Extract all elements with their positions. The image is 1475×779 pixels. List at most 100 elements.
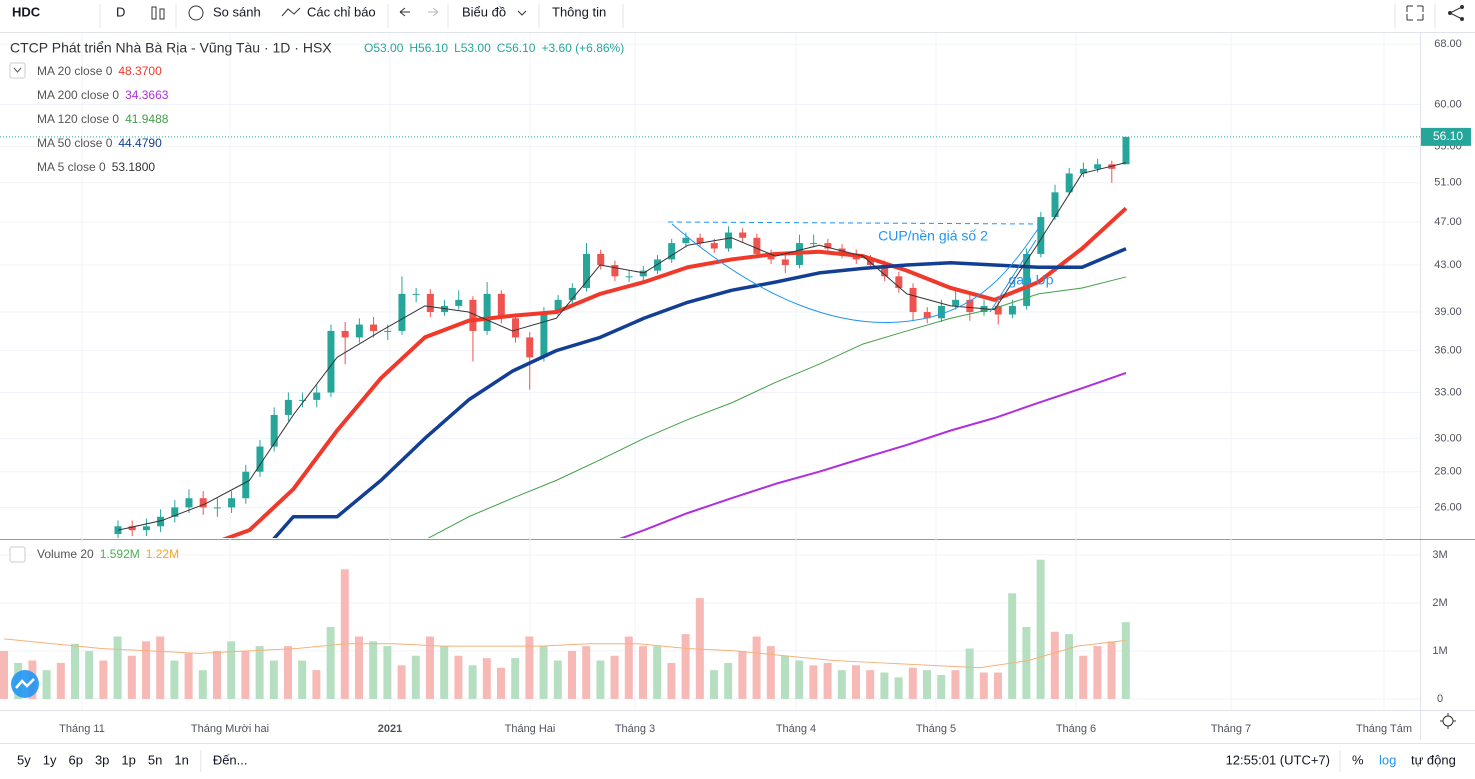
info[interactable]: Thông tin bbox=[552, 4, 606, 19]
y-tick-label: 47.00 bbox=[1434, 216, 1462, 228]
x-tick-label: Tháng Mười hai bbox=[191, 723, 269, 735]
ohlc-value: L53.00 bbox=[454, 41, 491, 55]
fullscreen[interactable] bbox=[1406, 5, 1424, 21]
goto-date[interactable]: Đến... bbox=[213, 752, 248, 767]
settings[interactable] bbox=[1440, 713, 1456, 729]
range-button[interactable]: 1y bbox=[43, 752, 57, 767]
volume-bar bbox=[454, 655, 463, 699]
chevron bbox=[517, 10, 527, 16]
bottom-bar: 5y 1y 6p 3p 1p 5n 1n Đến... 12:55:01 (UTC+7)% log… bbox=[17, 750, 1456, 772]
candle-body bbox=[213, 507, 221, 509]
candle-body bbox=[696, 237, 704, 244]
collapse[interactable] bbox=[9, 62, 26, 79]
volume-bar bbox=[184, 653, 193, 699]
x-tick-label: Tháng 4 bbox=[776, 723, 816, 735]
candle-body bbox=[781, 259, 789, 266]
volume-bar bbox=[85, 650, 94, 699]
candle-body bbox=[540, 312, 548, 358]
chevron bbox=[13, 67, 22, 73]
candle-body bbox=[483, 293, 491, 331]
volume-bar bbox=[213, 650, 221, 699]
x-tick-label: Tháng 3 bbox=[615, 723, 655, 735]
candle-body bbox=[142, 526, 150, 531]
volume-bar bbox=[497, 667, 505, 699]
clock: 12:55:01 (UTC+7) bbox=[1226, 752, 1330, 767]
volume-bar bbox=[681, 634, 690, 699]
toolbar bbox=[0, 0, 1475, 32]
range-button[interactable]: 3p bbox=[95, 752, 109, 767]
ohlc-value: C56.10 bbox=[497, 41, 536, 55]
redo[interactable] bbox=[428, 7, 439, 17]
candle-body bbox=[895, 276, 903, 288]
auto-toggle[interactable]: tự động bbox=[1411, 752, 1456, 767]
candle-body bbox=[171, 507, 179, 517]
interval[interactable]: D bbox=[116, 4, 125, 19]
volume-bar bbox=[724, 662, 733, 699]
candle-body bbox=[724, 232, 732, 249]
candle-body bbox=[1065, 173, 1073, 193]
symbol[interactable]: HDC bbox=[12, 4, 41, 19]
log-toggle[interactable]: log bbox=[1379, 752, 1396, 767]
candle-body bbox=[739, 232, 747, 238]
percent-toggle[interactable]: % bbox=[1352, 752, 1364, 767]
volume-bar bbox=[1036, 559, 1045, 699]
candle-body bbox=[1023, 253, 1031, 306]
volume-bar bbox=[937, 674, 946, 699]
candle-body bbox=[1008, 305, 1016, 315]
x-tick-label: Tháng 6 bbox=[1056, 723, 1096, 735]
candle-body bbox=[455, 299, 463, 306]
compare[interactable]: So sánh bbox=[213, 4, 261, 19]
volume-bar bbox=[624, 636, 633, 699]
candle-body bbox=[753, 237, 761, 254]
candle-icon[interactable] bbox=[151, 6, 165, 20]
volume-ma bbox=[3, 638, 1127, 669]
cup-drawing bbox=[667, 221, 1041, 324]
range-button[interactable]: 1n bbox=[174, 752, 188, 767]
y-tick-label: 1M bbox=[1432, 645, 1447, 657]
volume-bar bbox=[482, 658, 491, 699]
chart-menu[interactable]: Biểu đồ bbox=[462, 4, 506, 19]
volume-bar bbox=[99, 660, 108, 699]
range-button[interactable]: 5y bbox=[17, 752, 31, 767]
volume-bar bbox=[0, 650, 8, 699]
volume-bar bbox=[426, 636, 434, 699]
candle-body bbox=[1037, 217, 1045, 254]
range-button[interactable]: 6p bbox=[68, 752, 82, 767]
volume-bar bbox=[1107, 641, 1116, 699]
volume-bar bbox=[596, 660, 605, 699]
logo bbox=[11, 670, 39, 698]
volume-bar bbox=[823, 662, 832, 699]
volume-bar bbox=[142, 641, 150, 699]
volume-bar bbox=[241, 650, 250, 699]
volume-bar bbox=[923, 670, 931, 699]
volume-bar bbox=[710, 670, 718, 699]
range-button[interactable]: 5n bbox=[148, 752, 162, 767]
indicators[interactable]: Các chỉ báo bbox=[307, 4, 376, 19]
compare-icon[interactable] bbox=[188, 5, 204, 21]
ma-legend-value: 48.3700 bbox=[118, 64, 162, 78]
volume-bar bbox=[298, 660, 307, 699]
candle-body bbox=[242, 471, 250, 499]
ohlc-value: H56.10 bbox=[409, 41, 448, 55]
candle-body bbox=[994, 305, 1002, 315]
y-tick-label: 0 bbox=[1437, 693, 1443, 705]
moving-average bbox=[221, 206, 1128, 538]
collapse[interactable] bbox=[9, 546, 26, 563]
candle-body bbox=[653, 259, 661, 271]
indicators-icon[interactable] bbox=[281, 7, 301, 17]
range-button[interactable]: 1p bbox=[121, 752, 135, 767]
volume-legend-name: Volume 20 bbox=[37, 547, 94, 561]
candle-body bbox=[1122, 136, 1130, 165]
candle-body bbox=[355, 324, 363, 338]
y-tick-label: 26.00 bbox=[1434, 501, 1462, 513]
candle-body bbox=[412, 293, 420, 295]
undo[interactable] bbox=[399, 7, 410, 17]
volume-bar bbox=[383, 646, 392, 699]
volume-bar bbox=[667, 662, 676, 699]
volume-bar bbox=[42, 670, 51, 699]
volume-bar bbox=[468, 665, 477, 699]
moving-average bbox=[272, 247, 1127, 538]
share[interactable] bbox=[1448, 5, 1464, 21]
